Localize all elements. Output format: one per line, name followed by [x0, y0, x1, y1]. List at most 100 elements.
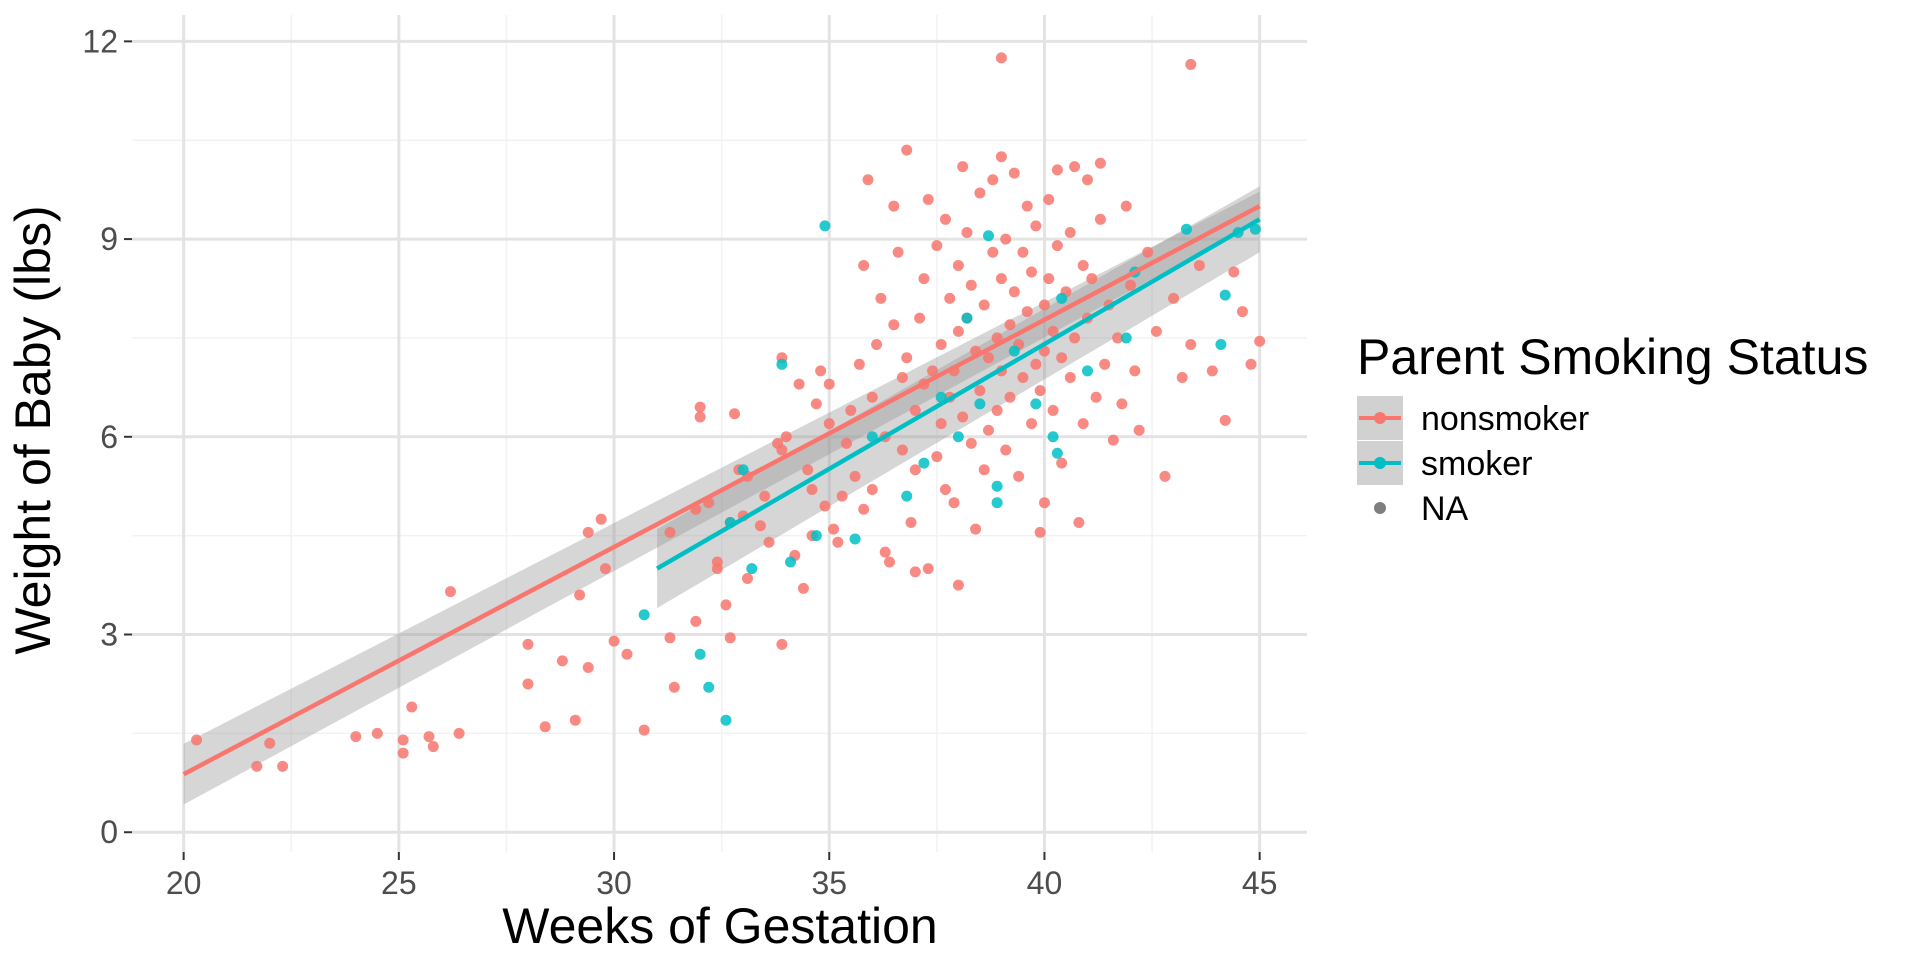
- data-point-smoker: [1215, 339, 1227, 351]
- data-point-nonsmoker: [1142, 246, 1154, 258]
- data-point-nonsmoker: [914, 312, 926, 324]
- legend: Parent Smoking Status nonsmoker smoker N…: [1357, 329, 1868, 528]
- data-point-nonsmoker: [995, 151, 1007, 163]
- data-point-nonsmoker: [522, 678, 534, 690]
- data-point-smoker: [974, 398, 986, 410]
- data-point-nonsmoker: [909, 464, 921, 476]
- data-point-nonsmoker: [595, 513, 607, 525]
- data-point-nonsmoker: [1069, 161, 1081, 173]
- data-point-nonsmoker: [582, 661, 594, 673]
- data-point-nonsmoker: [901, 144, 913, 156]
- data-point-nonsmoker: [1064, 371, 1076, 383]
- x-tick-label: 25: [381, 865, 417, 901]
- data-point-nonsmoker: [832, 536, 844, 548]
- data-point-nonsmoker: [1021, 200, 1033, 212]
- data-point-nonsmoker: [987, 246, 999, 258]
- data-point-nonsmoker: [690, 615, 702, 627]
- data-point-nonsmoker: [1026, 266, 1038, 278]
- y-axis-title: Weight of Baby (lbs): [5, 205, 61, 654]
- data-point-nonsmoker: [1236, 306, 1248, 318]
- data-point-nonsmoker: [802, 464, 814, 476]
- data-point-nonsmoker: [871, 339, 883, 351]
- data-point-nonsmoker: [849, 470, 861, 482]
- data-point-nonsmoker: [879, 546, 891, 558]
- data-point-nonsmoker: [901, 352, 913, 364]
- data-point-nonsmoker: [965, 279, 977, 291]
- legend-label-na: NA: [1421, 490, 1469, 528]
- legend-key-dot: [1374, 457, 1386, 469]
- data-point-nonsmoker: [754, 520, 766, 532]
- data-point-nonsmoker: [1056, 352, 1068, 364]
- data-point-nonsmoker: [1125, 279, 1137, 291]
- data-point-nonsmoker: [1176, 371, 1188, 383]
- data-point-nonsmoker: [793, 378, 805, 390]
- data-point-smoker: [983, 230, 995, 242]
- data-point-nonsmoker: [444, 586, 456, 598]
- data-point-nonsmoker: [1245, 358, 1257, 370]
- data-point-nonsmoker: [991, 332, 1003, 344]
- data-point-nonsmoker: [1168, 292, 1180, 304]
- data-point-nonsmoker: [1185, 339, 1197, 351]
- data-point-nonsmoker: [862, 174, 874, 186]
- data-point-nonsmoker: [406, 701, 418, 713]
- x-tick-label: 45: [1242, 865, 1278, 901]
- legend-item-smoker: smoker: [1357, 441, 1532, 485]
- data-point-nonsmoker: [1051, 240, 1063, 252]
- x-tick-label: 30: [596, 865, 632, 901]
- data-point-nonsmoker: [569, 714, 581, 726]
- trend-line-nonsmoker: [182, 204, 1261, 777]
- data-point-nonsmoker: [1219, 414, 1231, 426]
- legend-title: Parent Smoking Status: [1357, 329, 1868, 385]
- x-axis-title: Weeks of Gestation: [502, 898, 937, 954]
- data-point-nonsmoker: [1030, 358, 1042, 370]
- data-point-nonsmoker: [1017, 371, 1029, 383]
- data-point-smoker: [810, 530, 822, 542]
- data-point-nonsmoker: [888, 319, 900, 331]
- data-point-nonsmoker: [1150, 325, 1162, 337]
- data-point-nonsmoker: [1073, 516, 1085, 528]
- data-point-nonsmoker: [957, 161, 969, 173]
- data-point-nonsmoker: [453, 727, 465, 739]
- data-point-nonsmoker: [974, 187, 986, 199]
- data-point-smoker: [720, 714, 732, 726]
- data-point-nonsmoker: [944, 292, 956, 304]
- data-point-nonsmoker: [522, 638, 534, 650]
- data-point-nonsmoker: [884, 556, 896, 568]
- data-point-nonsmoker: [1112, 332, 1124, 344]
- data-point-nonsmoker: [918, 273, 930, 285]
- data-point-nonsmoker: [741, 572, 753, 584]
- legend-item-nonsmoker: nonsmoker: [1357, 396, 1589, 440]
- data-point-smoker: [991, 480, 1003, 492]
- y-tick-label: 12: [82, 23, 118, 59]
- data-point-nonsmoker: [845, 404, 857, 416]
- data-point-nonsmoker: [961, 226, 973, 238]
- data-point-nonsmoker: [1107, 434, 1119, 446]
- data-point-smoker: [1051, 447, 1063, 459]
- data-point-nonsmoker: [664, 632, 676, 644]
- data-point-smoker: [961, 312, 973, 324]
- data-point-nonsmoker: [1034, 526, 1046, 538]
- data-point-nonsmoker: [1077, 418, 1089, 430]
- data-point-nonsmoker: [797, 582, 809, 594]
- data-point-nonsmoker: [608, 635, 620, 647]
- data-point-nonsmoker: [1004, 391, 1016, 403]
- confidence-bands: [183, 186, 1260, 805]
- data-point-nonsmoker: [694, 401, 706, 413]
- data-point-nonsmoker: [1004, 319, 1016, 331]
- data-point-nonsmoker: [828, 523, 840, 535]
- data-point-nonsmoker: [922, 563, 934, 575]
- data-point-nonsmoker: [1129, 365, 1141, 377]
- x-tick-label: 40: [1027, 865, 1063, 901]
- data-point-nonsmoker: [922, 194, 934, 206]
- data-point-nonsmoker: [1193, 259, 1205, 271]
- data-point-nonsmoker: [694, 411, 706, 423]
- data-point-nonsmoker: [935, 339, 947, 351]
- data-point-smoker: [1056, 292, 1068, 304]
- data-point-nonsmoker: [853, 358, 865, 370]
- data-point-nonsmoker: [1090, 391, 1102, 403]
- y-axis-ticks: 0 3 6 9 12: [82, 23, 132, 850]
- y-tick-label: 6: [100, 419, 118, 455]
- y-tick-label: 3: [100, 617, 118, 653]
- data-point-nonsmoker: [974, 385, 986, 397]
